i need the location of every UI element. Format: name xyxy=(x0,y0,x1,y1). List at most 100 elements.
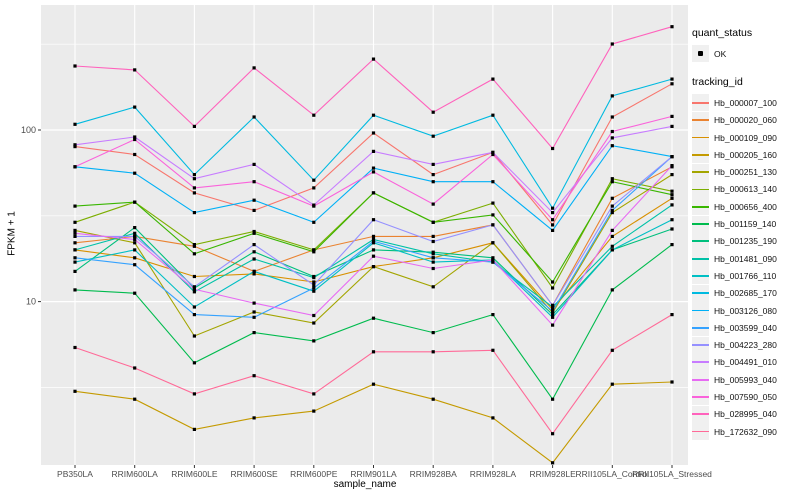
data-point xyxy=(73,256,77,260)
data-point xyxy=(670,77,674,81)
data-point xyxy=(431,331,435,335)
data-point xyxy=(312,339,316,343)
data-point xyxy=(610,180,614,184)
data-point xyxy=(431,173,435,177)
data-point xyxy=(133,135,137,139)
data-point xyxy=(252,257,256,261)
data-point xyxy=(133,226,137,230)
legend-item-label: Hb_000007_100 xyxy=(714,97,777,108)
data-point xyxy=(491,258,495,262)
data-point xyxy=(610,94,614,98)
data-point xyxy=(73,64,77,68)
data-point xyxy=(551,432,555,436)
data-point xyxy=(252,331,256,335)
data-point xyxy=(371,170,376,174)
legend-item-label: OK xyxy=(714,48,727,59)
legend-item-label: Hb_172632_090 xyxy=(714,426,777,437)
data-point xyxy=(312,392,316,396)
data-point xyxy=(252,180,256,184)
data-point xyxy=(192,285,196,289)
data-point xyxy=(192,243,196,247)
data-point xyxy=(670,155,674,159)
series-color-line-icon xyxy=(692,326,709,329)
data-point xyxy=(551,323,555,327)
data-point xyxy=(670,124,674,128)
data-point xyxy=(192,252,196,256)
x-tick-label: RRIM600LE xyxy=(171,469,218,479)
data-point xyxy=(670,196,674,200)
series-color-line-icon xyxy=(692,171,709,174)
data-point xyxy=(73,231,77,235)
legend-key-box xyxy=(692,423,709,441)
data-point xyxy=(133,137,137,142)
series-color-line-icon xyxy=(692,257,709,260)
data-point xyxy=(73,260,77,264)
data-point xyxy=(252,272,256,276)
data-point xyxy=(371,166,376,170)
data-point xyxy=(491,113,495,117)
legend-key-box xyxy=(692,146,709,164)
data-point xyxy=(252,208,256,212)
data-point xyxy=(431,260,435,264)
data-point xyxy=(73,345,77,350)
data-point xyxy=(192,313,196,317)
data-point xyxy=(491,223,495,227)
data-point xyxy=(491,348,495,352)
data-point xyxy=(610,129,614,134)
data-point xyxy=(73,248,77,252)
x-tick-label: PB350LA xyxy=(57,469,93,479)
series-color-line-icon xyxy=(692,223,709,225)
data-point xyxy=(610,136,614,140)
data-point xyxy=(252,229,256,234)
legend-item-Hb_004223_280: Hb_004223_280 xyxy=(692,336,798,354)
legend-key-box xyxy=(692,405,709,423)
data-point xyxy=(371,234,376,238)
legend-item-label: Hb_000251_130 xyxy=(714,167,777,178)
data-point xyxy=(192,186,196,190)
data-point xyxy=(670,227,674,231)
legend-item-Hb_007590_050: Hb_007590_050 xyxy=(692,388,798,406)
data-point xyxy=(312,248,316,252)
data-point xyxy=(551,461,555,465)
data-point xyxy=(670,173,674,177)
series-color-line-icon xyxy=(692,205,709,208)
data-point xyxy=(312,276,316,280)
data-point xyxy=(73,122,77,126)
data-point xyxy=(252,269,256,273)
data-point xyxy=(551,311,555,315)
x-tick-label: RRIM928BA xyxy=(410,469,458,479)
data-point xyxy=(133,248,137,252)
data-point xyxy=(371,149,376,153)
data-point xyxy=(192,287,196,291)
x-tick-label: RRII105LA_Control xyxy=(575,469,649,479)
legend-title-tracking-id: tracking_id xyxy=(692,76,743,89)
data-point xyxy=(312,280,316,284)
y-tick-label: 100 xyxy=(21,125,36,135)
data-point xyxy=(252,416,256,420)
data-point xyxy=(192,211,196,215)
series-color-line-icon xyxy=(692,240,709,243)
data-point xyxy=(551,397,555,401)
legend-key-box xyxy=(692,129,709,147)
legend-key-box xyxy=(692,215,709,233)
data-point xyxy=(73,204,77,208)
x-tick-label: RRIM600LA xyxy=(112,469,159,479)
data-point xyxy=(312,250,316,254)
legend-item-label: Hb_000109_090 xyxy=(714,132,777,143)
data-point xyxy=(133,68,137,72)
data-point xyxy=(192,305,196,309)
legend-item-label: Hb_000656_400 xyxy=(714,201,777,212)
legend-item-Hb_005993_040: Hb_005993_040 xyxy=(692,371,798,389)
data-point xyxy=(133,152,137,157)
data-point xyxy=(610,208,614,212)
data-point xyxy=(491,77,495,81)
legend-key-box xyxy=(692,302,709,319)
data-point xyxy=(73,143,77,147)
data-point xyxy=(133,200,137,204)
series-color-line-icon xyxy=(692,119,709,122)
data-point xyxy=(551,309,555,313)
data-point xyxy=(133,231,137,235)
data-point xyxy=(133,105,137,109)
